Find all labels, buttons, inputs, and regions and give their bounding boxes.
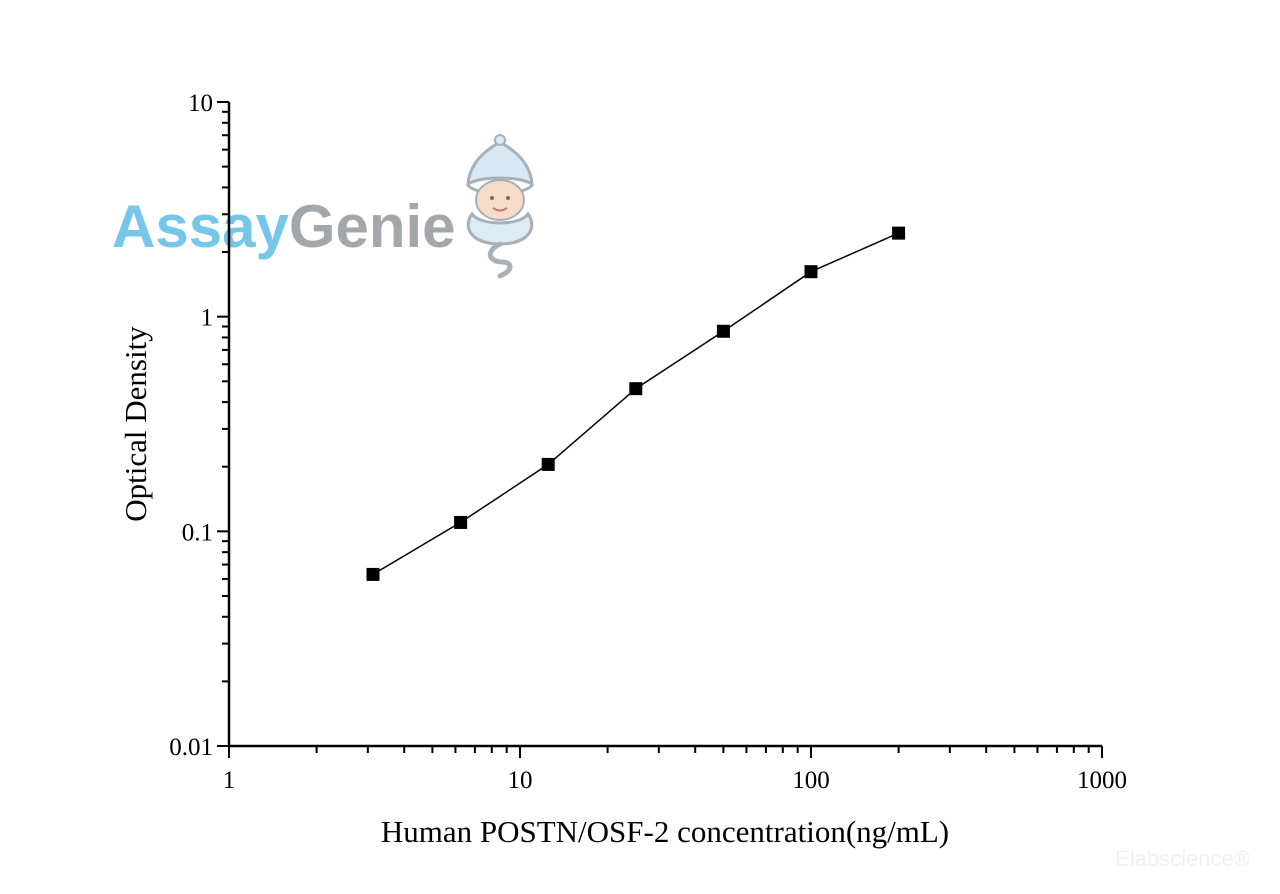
series-line-group bbox=[372, 232, 899, 576]
assaygenie-logo: AssayGenie bbox=[112, 134, 534, 279]
logo-text-genie: Genie bbox=[289, 193, 456, 260]
logo-text-assay: Assay bbox=[112, 193, 289, 260]
y-tick-label: 10 bbox=[188, 90, 213, 117]
y-tick-label: 0.1 bbox=[182, 519, 213, 546]
series-line bbox=[372, 232, 899, 576]
x-axis-title: Human POSTN/OSF-2 concentration(ng/mL) bbox=[381, 814, 949, 849]
data-point bbox=[541, 457, 555, 471]
data-points bbox=[366, 226, 906, 581]
axes: 1 10 100 1000 0.01 0.1 1 10 bbox=[169, 90, 1127, 794]
data-point bbox=[454, 515, 468, 529]
data-point bbox=[629, 382, 643, 396]
data-point bbox=[892, 226, 906, 240]
y-tick-label: 0.01 bbox=[169, 734, 213, 761]
x-tick-label: 100 bbox=[792, 767, 830, 794]
elabscience-watermark: Elabscience® bbox=[1115, 846, 1250, 871]
svg-text:AssayGenie: AssayGenie bbox=[112, 193, 456, 260]
data-point bbox=[366, 567, 380, 581]
x-tick-label: 10 bbox=[508, 767, 533, 794]
genie-mascot-icon bbox=[466, 134, 534, 279]
x-tick-label: 1000 bbox=[1077, 767, 1127, 794]
x-tick-label: 1 bbox=[223, 767, 236, 794]
y-axis-title: Optical Density bbox=[118, 326, 153, 522]
y-tick-label: 1 bbox=[201, 305, 214, 332]
data-point bbox=[716, 324, 730, 338]
data-point bbox=[804, 265, 818, 279]
